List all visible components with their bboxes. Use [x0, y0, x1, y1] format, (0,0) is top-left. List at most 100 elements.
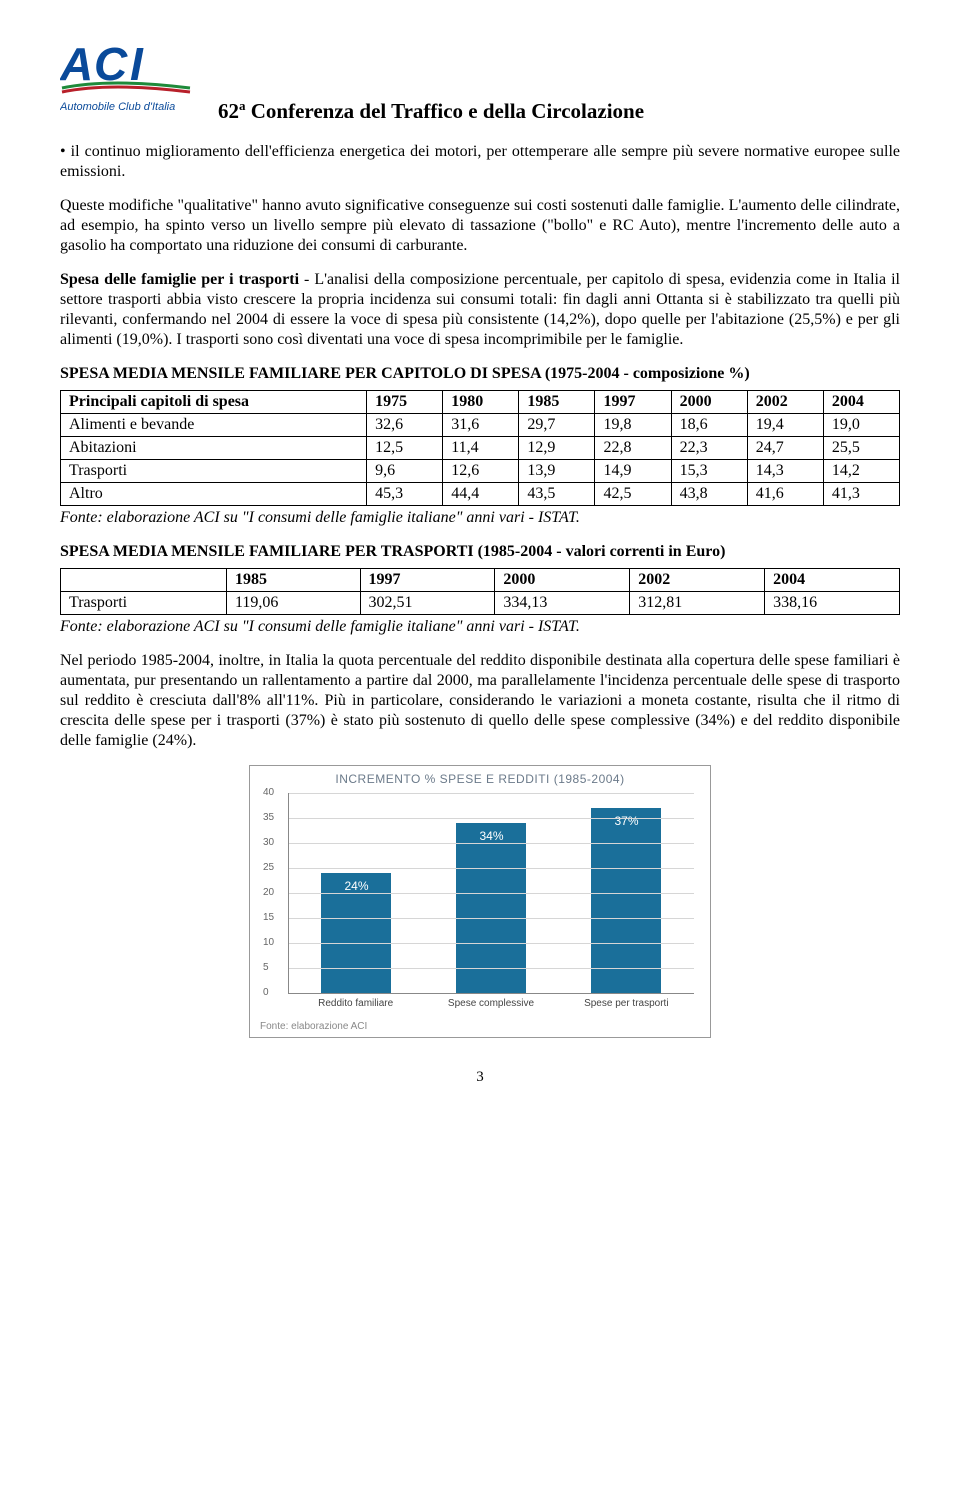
table-spesa-capitolo: Principali capitoli di spesa 1975 1980 1… [60, 390, 900, 506]
paragraph-bullet: • il continuo miglioramento dell'efficie… [60, 142, 900, 182]
chart-x-label: Spese per trasporti [569, 998, 683, 1011]
paragraph-3: Spesa delle famiglie per i trasporti - L… [60, 270, 900, 350]
table1-cell: 12,9 [519, 437, 595, 460]
table1-cell: 22,8 [595, 437, 671, 460]
chart-bar: 24% [321, 873, 391, 993]
svg-text:A: A [60, 40, 93, 90]
chart-gridline [289, 818, 694, 819]
chart-ytick: 25 [263, 862, 274, 875]
chart-ytick: 0 [263, 987, 269, 1000]
table2-year: 2000 [495, 569, 630, 592]
chart-bar-value-label: 24% [321, 879, 391, 894]
chart-gridline [289, 843, 694, 844]
table1-cell: 12,5 [367, 437, 443, 460]
chart-ytick: 10 [263, 937, 274, 950]
chart-ytick: 15 [263, 912, 274, 925]
table1-cell: 32,6 [367, 414, 443, 437]
table1-header-row: Principali capitoli di spesa 1975 1980 1… [61, 391, 900, 414]
page-header: A C I Automobile Club d'Italia 62a Confe… [60, 40, 900, 124]
chart-gridline [289, 943, 694, 944]
table1-cell: 19,8 [595, 414, 671, 437]
chart-bar-group: 24% [300, 873, 413, 993]
table1-row-label: Abitazioni [61, 437, 367, 460]
table-spesa-trasporti: 1985 1997 2000 2002 2004 Trasporti 119,0… [60, 568, 900, 615]
table1-cell: 22,3 [671, 437, 747, 460]
title-rest: Conferenza del Traffico e della Circolaz… [246, 99, 645, 123]
table1-row-label: Alimenti e bevande [61, 414, 367, 437]
chart-bar-value-label: 34% [456, 829, 526, 844]
chart-bar-value-label: 37% [591, 814, 661, 829]
table2-title: SPESA MEDIA MENSILE FAMILIARE PER TRASPO… [60, 542, 900, 562]
table1-year: 1975 [367, 391, 443, 414]
table2-header-row: 1985 1997 2000 2002 2004 [61, 569, 900, 592]
table1-cell: 14,3 [747, 460, 823, 483]
chart-bar-group: 37% [570, 808, 683, 993]
table1-cell: 31,6 [443, 414, 519, 437]
table1-cell: 41,3 [823, 483, 899, 506]
chart-gridline [289, 893, 694, 894]
table2-year: 2004 [765, 569, 900, 592]
chart-ytick: 30 [263, 837, 274, 850]
table1-year: 2000 [671, 391, 747, 414]
table2-year: 1997 [360, 569, 495, 592]
chart-ytick: 5 [263, 962, 269, 975]
table1-cell: 41,6 [747, 483, 823, 506]
chart-incremento: INCREMENTO % SPESE E REDDITI (1985-2004)… [249, 765, 711, 1038]
table2-year: 2002 [630, 569, 765, 592]
chart-ytick: 40 [263, 787, 274, 800]
table1-cell: 29,7 [519, 414, 595, 437]
table1-header-label: Principali capitoli di spesa [61, 391, 367, 414]
paragraph-2: Queste modifiche "qualitative" hanno avu… [60, 196, 900, 256]
paragraph-4: Nel periodo 1985-2004, inoltre, in Itali… [60, 651, 900, 751]
table1-row-label: Trasporti [61, 460, 367, 483]
table1-row-label: Altro [61, 483, 367, 506]
chart-plot-area: 24%34%37% 0510152025303540 [288, 793, 694, 994]
table1-cell: 9,6 [367, 460, 443, 483]
chart-gridline [289, 918, 694, 919]
chart-ytick: 20 [263, 887, 274, 900]
table1-cell: 45,3 [367, 483, 443, 506]
table2-cell: 338,16 [765, 592, 900, 615]
table2-year: 1985 [227, 569, 361, 592]
table2-row: Trasporti 119,06 302,51 334,13 312,81 33… [61, 592, 900, 615]
svg-text:Automobile Club d'Italia: Automobile Club d'Italia [60, 101, 175, 113]
chart-ytick: 35 [263, 812, 274, 825]
document-title: 62a Conferenza del Traffico e della Circ… [218, 98, 644, 124]
table2-row-label: Trasporti [61, 592, 227, 615]
chart-title: INCREMENTO % SPESE E REDDITI (1985-2004) [260, 772, 700, 787]
para3-lead: Spesa delle famiglie per i trasporti [60, 271, 299, 288]
table1-cell: 24,7 [747, 437, 823, 460]
table1-cell: 14,2 [823, 460, 899, 483]
table2-cell: 312,81 [630, 592, 765, 615]
table1-cell: 12,6 [443, 460, 519, 483]
table1-year: 1997 [595, 391, 671, 414]
table2-cell: 119,06 [227, 592, 361, 615]
table1-cell: 44,4 [443, 483, 519, 506]
table1-cell: 15,3 [671, 460, 747, 483]
chart-x-labels: Reddito familiareSpese complessiveSpese … [288, 998, 694, 1011]
table1-cell: 19,0 [823, 414, 899, 437]
table1-cell: 25,5 [823, 437, 899, 460]
table1-source: Fonte: elaborazione ACI su "I consumi de… [60, 508, 900, 528]
aci-logo: A C I Automobile Club d'Italia [60, 40, 200, 124]
table1-cell: 43,5 [519, 483, 595, 506]
table1-cell: 42,5 [595, 483, 671, 506]
chart-gridline [289, 868, 694, 869]
title-prefix: 62 [218, 99, 239, 123]
chart-x-label: Spese complessive [434, 998, 548, 1011]
page-number: 3 [60, 1068, 900, 1087]
table-row: Alimenti e bevande32,631,629,719,818,619… [61, 414, 900, 437]
table1-year: 1980 [443, 391, 519, 414]
table2-blank-header [61, 569, 227, 592]
table1-cell: 13,9 [519, 460, 595, 483]
table2-cell: 302,51 [360, 592, 495, 615]
table1-title: SPESA MEDIA MENSILE FAMILIARE PER CAPITO… [60, 364, 900, 384]
table-row: Abitazioni12,511,412,922,822,324,725,5 [61, 437, 900, 460]
table-row: Trasporti9,612,613,914,915,314,314,2 [61, 460, 900, 483]
table1-year: 2004 [823, 391, 899, 414]
table1-cell: 43,8 [671, 483, 747, 506]
table1-cell: 19,4 [747, 414, 823, 437]
chart-gridline [289, 793, 694, 794]
table-row: Altro45,344,443,542,543,841,641,3 [61, 483, 900, 506]
table2-cell: 334,13 [495, 592, 630, 615]
